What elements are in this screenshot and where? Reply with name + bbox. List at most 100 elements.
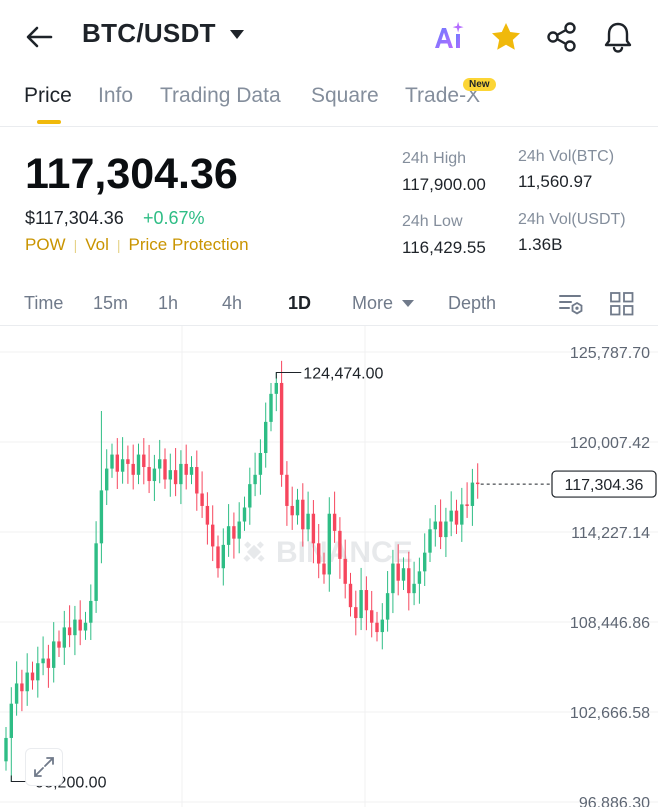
last-price: 117,304.36 xyxy=(25,150,238,198)
low-24h-label: 24h Low xyxy=(402,213,463,230)
candle-body xyxy=(444,521,448,538)
candle-body xyxy=(115,454,119,472)
candle-body xyxy=(142,454,146,468)
candle-body xyxy=(476,482,480,485)
candle-body xyxy=(285,474,289,506)
candle-body xyxy=(396,563,400,581)
candle-body xyxy=(454,510,459,525)
candle-body xyxy=(343,558,347,584)
candle-body xyxy=(242,507,247,522)
candle-body xyxy=(354,607,358,619)
share-icon[interactable] xyxy=(545,20,579,54)
vol-usdt-label: 24h Vol(USDT) xyxy=(518,211,626,228)
candle-body xyxy=(423,552,427,572)
indicator-settings-icon[interactable] xyxy=(557,290,585,318)
candle-body xyxy=(67,627,72,636)
last-price-box xyxy=(551,470,657,498)
candle-body xyxy=(306,513,310,530)
candle-body xyxy=(20,683,24,692)
candle-body xyxy=(253,474,257,485)
candle-body xyxy=(131,463,135,475)
tab-trading-data[interactable]: Trading Data xyxy=(160,84,281,107)
layout-grid-icon[interactable] xyxy=(608,290,636,318)
interval-time[interactable]: Time xyxy=(24,293,64,313)
candle-body xyxy=(9,703,13,738)
bell-icon[interactable] xyxy=(601,20,635,54)
trading-pair-title[interactable]: BTC/USDT xyxy=(82,18,216,48)
tab-trade-x[interactable]: Trade-X xyxy=(405,84,481,107)
candle-body xyxy=(41,658,45,664)
interval-1d[interactable]: 1D xyxy=(288,293,312,313)
candle-body xyxy=(152,468,157,482)
candle-body xyxy=(301,499,305,530)
candle-body xyxy=(120,459,125,472)
candle-body xyxy=(221,544,225,569)
candle-body xyxy=(332,513,337,531)
candle-body xyxy=(258,453,263,475)
high-24h-value: 117,900.00 xyxy=(402,175,486,194)
price-candlestick-chart[interactable]: BINANCE 125,787.70120,007.42114,227.1410… xyxy=(0,326,658,807)
candle-body xyxy=(248,484,252,508)
high-24h-label: 24h High xyxy=(402,150,467,167)
candle-body xyxy=(359,590,363,619)
candle-body xyxy=(470,482,475,506)
candle-body xyxy=(290,505,294,516)
interval-bar: Time 15m 1h 4h 1D More Depth xyxy=(0,285,658,326)
candle-body xyxy=(147,467,151,482)
expand-chart-button[interactable] xyxy=(25,748,63,786)
candle-body xyxy=(407,568,411,594)
candle-body xyxy=(14,683,19,704)
candle-body xyxy=(237,521,241,539)
depth-tab[interactable]: Depth xyxy=(448,293,497,313)
tab-info[interactable]: Info xyxy=(98,84,134,107)
candle-body xyxy=(460,504,464,525)
candle-body xyxy=(211,524,215,547)
candle-body xyxy=(348,583,353,608)
expand-icon xyxy=(34,757,54,777)
candle-body xyxy=(163,459,167,480)
vol-usdt-value: 1.36B xyxy=(518,235,563,254)
ai-icon[interactable] xyxy=(432,20,466,54)
candle-body xyxy=(295,499,300,516)
candle-body xyxy=(338,530,342,559)
dropdown-caret-icon[interactable] xyxy=(230,30,244,39)
candle-body xyxy=(385,593,390,620)
tag-vol[interactable]: Vol xyxy=(85,235,109,254)
candle-body xyxy=(168,470,172,480)
vol-btc-value: 11,560.97 xyxy=(518,172,593,191)
candle-body xyxy=(370,610,374,623)
candle-body xyxy=(375,622,379,633)
interval-1h[interactable]: 1h xyxy=(158,293,179,313)
y-tick-label: 120,007.42 xyxy=(570,435,650,452)
star-icon[interactable] xyxy=(489,20,523,54)
candle-body xyxy=(232,526,236,539)
active-tab-indicator xyxy=(37,120,61,124)
tag-pow[interactable]: POW xyxy=(25,235,66,254)
candle-body xyxy=(25,672,29,692)
candle-body xyxy=(46,658,51,668)
tab-square[interactable]: Square xyxy=(311,84,379,107)
tab-price[interactable]: Price xyxy=(24,84,72,107)
candle-body xyxy=(279,382,284,475)
interval-more[interactable]: More xyxy=(352,293,394,313)
back-arrow-icon[interactable] xyxy=(24,22,54,52)
candle-body xyxy=(226,526,231,545)
tag-price-protection[interactable]: Price Protection xyxy=(128,235,249,254)
candle-body xyxy=(136,454,141,475)
candle-body xyxy=(433,521,437,530)
candle-body xyxy=(322,563,326,575)
interval-15m[interactable]: 15m xyxy=(93,293,129,313)
candle-body xyxy=(380,619,384,633)
price-usd: $117,304.36 xyxy=(25,208,124,228)
interval-4h[interactable]: 4h xyxy=(222,293,243,313)
y-tick-label: 102,666.58 xyxy=(570,705,650,722)
candle-body xyxy=(30,672,35,681)
high-marker-line xyxy=(275,371,302,379)
candle-body xyxy=(412,583,416,594)
candle-body xyxy=(36,663,40,681)
candle-body xyxy=(158,459,162,469)
more-caret-icon xyxy=(402,300,414,307)
candle-body xyxy=(269,393,273,422)
candle-body xyxy=(83,622,88,631)
